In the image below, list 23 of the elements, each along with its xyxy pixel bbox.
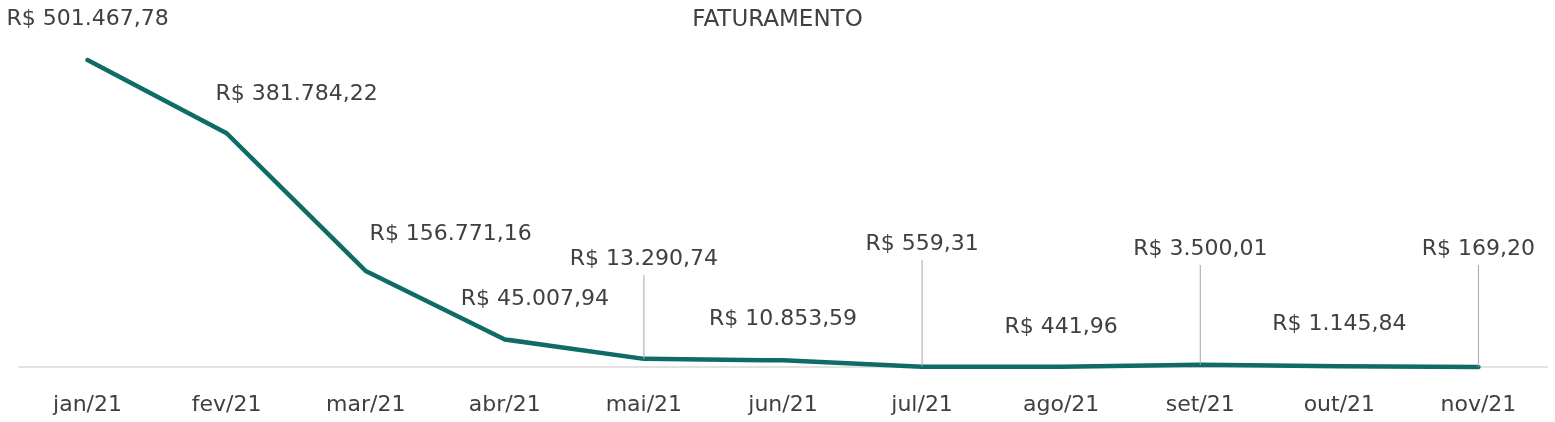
- x-tick-label: abr/21: [468, 391, 541, 416]
- x-tick-label: fev/21: [191, 391, 262, 416]
- x-tick-label: jul/21: [890, 391, 953, 416]
- data-label: R$ 10.853,59: [708, 305, 858, 330]
- x-tick-label: mar/21: [326, 391, 406, 416]
- data-label: R$ 156.771,16: [369, 220, 532, 245]
- data-label: R$ 381.784,22: [215, 80, 378, 105]
- data-label: R$ 169,20: [1421, 235, 1536, 260]
- x-tick-label: jun/21: [747, 391, 818, 416]
- x-tick-label: out/21: [1303, 391, 1376, 416]
- data-label: R$ 45.007,94: [460, 285, 609, 310]
- x-tick-label: ago/21: [1023, 391, 1100, 416]
- data-label: R$ 13.290,74: [569, 245, 719, 270]
- chart-title: FATURAMENTO: [692, 5, 863, 31]
- x-tick-label: set/21: [1165, 391, 1235, 416]
- x-tick-label: mai/21: [605, 391, 683, 416]
- data-label: R$ 501.467,78: [6, 5, 169, 30]
- data-label: R$ 3.500,01: [1133, 235, 1268, 260]
- data-label: R$ 559,31: [865, 230, 979, 255]
- data-label: R$ 1.145,84: [1272, 310, 1407, 335]
- x-tick-label: jan/21: [52, 391, 123, 416]
- data-label: R$ 441,96: [1004, 313, 1118, 338]
- x-tick-label: nov/21: [1440, 391, 1517, 416]
